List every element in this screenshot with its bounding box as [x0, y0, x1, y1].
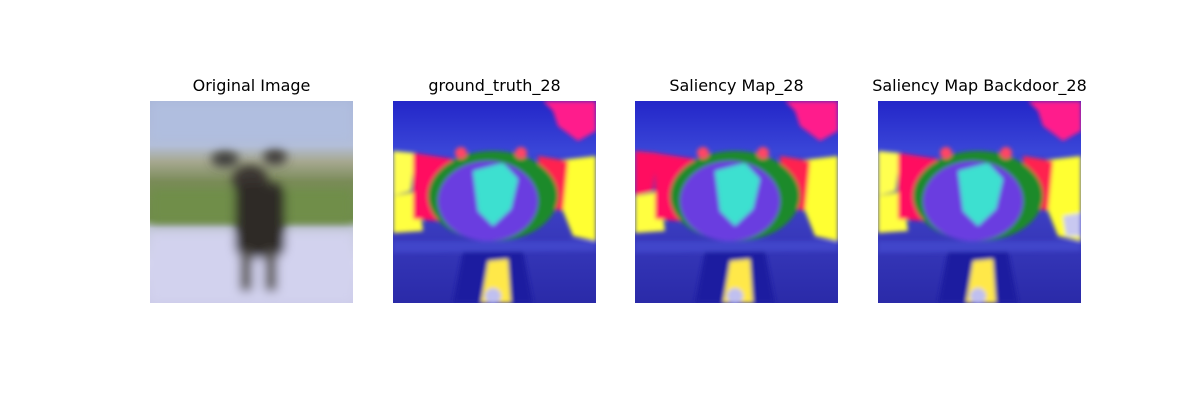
panel-ground-truth: ground_truth_28: [393, 0, 596, 400]
panel-title: ground_truth_28: [428, 76, 561, 95]
panel-title: Saliency Map_28: [669, 76, 804, 95]
saliency-map-backdoor: [878, 101, 1081, 303]
panel-title: Saliency Map Backdoor_28: [872, 76, 1087, 95]
panel-original-image: Original Image: [150, 0, 353, 400]
panel-saliency-map: Saliency Map_28: [635, 0, 838, 400]
panel-title: Original Image: [192, 76, 311, 95]
ground-truth-map: [393, 101, 596, 303]
original-image: [150, 101, 353, 303]
panel-saliency-map-backdoor: Saliency Map Backdoor_28: [872, 0, 1087, 400]
saliency-map: [635, 101, 838, 303]
